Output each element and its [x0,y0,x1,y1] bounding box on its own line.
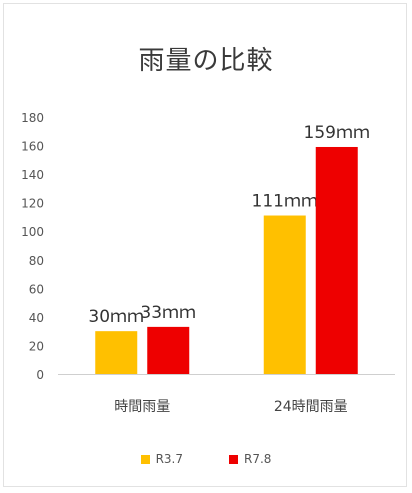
x-tick-label-0: 時間雨量 [114,399,170,415]
chart-title: 雨量の比較 [138,46,274,76]
y-tick-label-3: 60 [29,282,44,296]
y-tick-label-7: 140 [21,168,44,182]
legend-item-r7-8: R7.8 [229,452,271,466]
y-tick-label-8: 160 [21,140,44,154]
bar-R3-7-0 [95,331,138,374]
data-label-R7-8-1: 159ｍｍ [304,123,370,143]
y-tick-label-2: 40 [29,311,44,325]
y-tick-label-5: 100 [21,225,44,239]
y-tick-label-0: 0 [36,368,44,382]
legend-item-r3-7: R3.7 [140,452,183,466]
bar-R7-8-1 [315,146,358,374]
legend-swatch-r7-8 [229,454,238,464]
y-tick-label-4: 80 [29,254,44,268]
legend: R3.7 R7.8 [0,452,412,466]
legend-label-r7-8: R7.8 [244,452,272,466]
y-tick-label-1: 20 [29,339,44,353]
data-label-R3-7-0: 30ｍｍ [88,307,144,327]
y-tick-label-9: 180 [21,111,44,125]
legend-swatch-r3-7 [140,454,150,464]
data-label-R7-8-0: 33ｍｍ [140,303,196,323]
bar-R3-7-1 [263,215,306,374]
legend-label-r3-7: R3.7 [155,452,183,466]
data-label-R3-7-1: 111ｍｍ [252,192,318,212]
x-tick-label-1: 24時間雨量 [274,399,348,415]
y-tick-label-6: 120 [21,197,44,211]
bar-R7-8-0 [147,326,190,374]
